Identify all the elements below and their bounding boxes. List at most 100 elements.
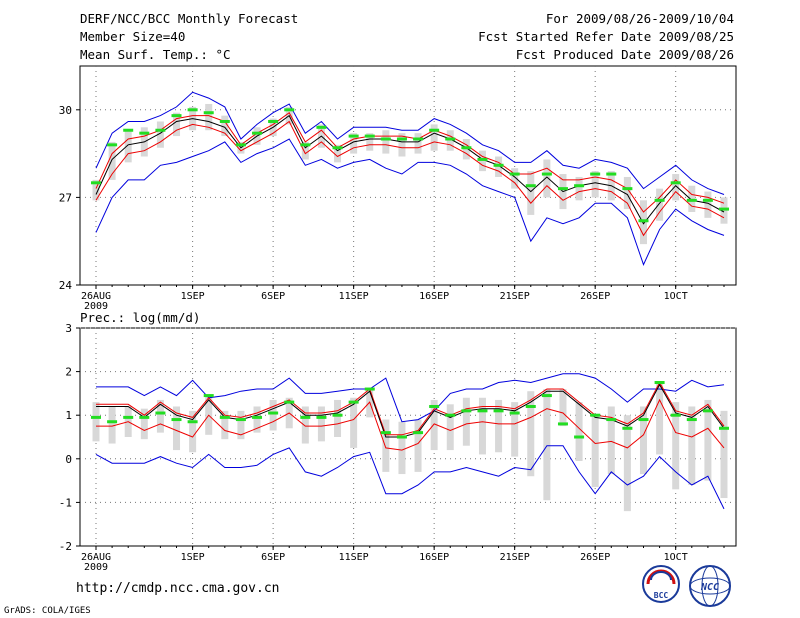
ncc-logo: NCC [689, 565, 731, 607]
spread-bar [92, 402, 100, 442]
spread-bar [301, 406, 309, 444]
spread-bar [672, 174, 680, 201]
x-tick-sublabel: 2009 [84, 301, 108, 312]
spread-bar [688, 406, 696, 485]
spread-bar [527, 391, 535, 477]
mean-line [95, 114, 725, 225]
spread-bar [462, 397, 470, 446]
spread-bar [575, 176, 583, 201]
spread-bar [398, 133, 406, 157]
y-tick-label: 30 [59, 104, 72, 117]
spread-bar [317, 406, 325, 442]
spread-bar [575, 402, 583, 461]
y-tick-label: 1 [65, 409, 72, 422]
spread-bar [591, 171, 599, 198]
y-tick-label: 24 [59, 279, 73, 292]
x-tick-label: 6SEP [261, 552, 285, 563]
fcst-produced-date: Fcst Produced Date 2009/08/26 [515, 47, 734, 62]
x-tick-label: 26AUG [81, 552, 111, 563]
x-tick-label: 1SEP [181, 291, 205, 302]
y-tick-label: 3 [65, 322, 72, 335]
x-tick-sublabel: 2009 [84, 562, 108, 573]
spread-bar [156, 121, 164, 148]
x-tick-label: 1SEP [181, 552, 205, 563]
spread-bar [124, 130, 132, 163]
spread-bar [140, 408, 148, 440]
spread-bar [189, 410, 197, 453]
x-tick-label: 26SEP [580, 552, 610, 563]
spread-bar [591, 415, 599, 488]
spread-bar [559, 389, 567, 427]
plot-frame-temperature [79, 65, 737, 286]
spread-bar [350, 397, 358, 448]
x-tick-label: 16SEP [419, 291, 449, 302]
spread-bar [301, 141, 309, 160]
spread-bar [237, 410, 245, 440]
spread-bar [672, 402, 680, 490]
spread-bar [446, 404, 454, 451]
spread-bar [334, 144, 342, 163]
plus-sd-line [95, 111, 725, 213]
max-line [96, 373, 725, 423]
x-tick-label: 16SEP [419, 552, 449, 563]
spread-bar [414, 133, 422, 154]
y-tick-label: 0 [65, 453, 72, 466]
source-url[interactable]: http://cmdp.ncc.cma.gov.cn [76, 581, 280, 596]
ncc-logo-text: NCC [700, 582, 719, 593]
min-line [95, 138, 725, 266]
min-line [95, 445, 725, 510]
spread-bar [527, 171, 535, 215]
grads-credit: GrADS: COLA/IGES [4, 606, 91, 616]
spread-bar [623, 176, 631, 210]
spread-bar [607, 406, 615, 475]
plot-frame-precipitation [79, 327, 737, 547]
spread-bar [430, 399, 438, 451]
spread-bar [92, 179, 100, 201]
x-tick-label: 1OCT [664, 552, 688, 563]
bcc-logo: BCC [642, 565, 680, 603]
spread-bar [334, 399, 342, 437]
forecast-period: For 2009/08/26-2009/10/04 [545, 11, 734, 26]
spread-bar [639, 406, 647, 475]
spread-bar [430, 124, 438, 151]
spread-bar [221, 410, 229, 440]
spread-bar [108, 406, 116, 444]
spread-bar [269, 399, 277, 431]
fcst-started-date: Fcst Started Refer Date 2009/08/25 [478, 29, 734, 44]
spread-bar [382, 130, 390, 154]
chart-title: DERF/NCC/BCC Monthly Forecast [80, 11, 299, 26]
x-tick-label: 21SEP [500, 291, 530, 302]
y-tick-label: -1 [59, 496, 72, 509]
mean-line [96, 383, 725, 438]
spread-bar [543, 159, 551, 198]
spread-bar [704, 191, 712, 218]
spread-bar [720, 410, 728, 499]
spread-bar [398, 421, 406, 475]
spread-bar [108, 141, 116, 180]
x-tick-label: 26AUG [81, 291, 111, 302]
spread-bar [704, 399, 712, 481]
spread-bar [543, 389, 551, 501]
spread-bar [511, 402, 519, 457]
minus-sd-line [96, 398, 725, 451]
plus-sd-line [96, 381, 725, 436]
spread-bar [350, 133, 358, 154]
spread-bar [173, 112, 181, 137]
ncc-logo-lat [689, 577, 731, 595]
max-line [95, 91, 725, 195]
spread-bar [156, 399, 164, 433]
x-tick-label: 6SEP [261, 291, 285, 302]
spread-bar [511, 168, 519, 189]
spread-bar [173, 406, 181, 451]
spread-bar [495, 399, 503, 453]
spread-bar [253, 406, 261, 433]
spread-bar [656, 188, 664, 221]
spread-bar [656, 382, 664, 455]
bcc-logo-text: BCC [654, 591, 669, 600]
y-tick-label: -2 [59, 540, 72, 553]
x-tick-label: 26SEP [580, 291, 610, 302]
spread-bar [478, 397, 486, 455]
